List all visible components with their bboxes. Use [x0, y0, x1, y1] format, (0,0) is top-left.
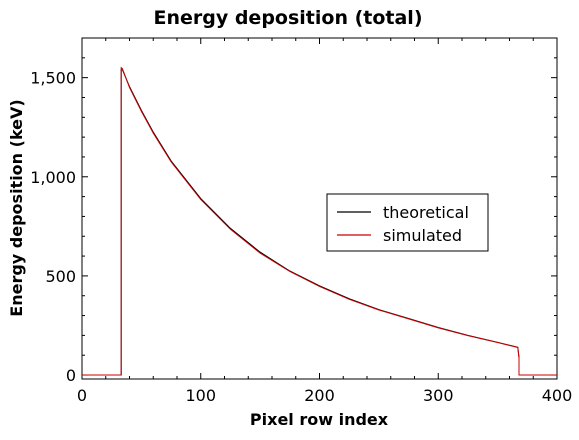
- y-tick-label: 1,500: [30, 69, 76, 88]
- x-tick-label: 200: [304, 386, 335, 405]
- x-tick-label: 100: [185, 386, 216, 405]
- chart-title: Energy deposition (total): [153, 7, 422, 29]
- x-tick-label: 400: [542, 386, 573, 405]
- series-line-simulated: [82, 66, 557, 376]
- x-tick-label: 300: [423, 386, 454, 405]
- legend-label-theoretical: theoretical: [383, 203, 469, 222]
- x-axis: 0 100 200 300 400: [77, 38, 572, 405]
- x-axis-label: Pixel row index: [250, 410, 389, 429]
- x-tick-label: 0: [77, 386, 87, 405]
- y-axis: 0 500 1,000 1,500: [30, 57, 557, 385]
- legend: theoretical simulated: [326, 193, 489, 252]
- y-tick-label: 0: [66, 366, 76, 385]
- series-lines: [82, 66, 557, 376]
- y-tick-label: 1,000: [30, 168, 76, 187]
- y-axis-label: Energy deposition (keV): [7, 99, 26, 316]
- legend-label-simulated: simulated: [383, 226, 462, 245]
- legend-box: [326, 193, 489, 252]
- y-tick-label: 500: [45, 267, 76, 286]
